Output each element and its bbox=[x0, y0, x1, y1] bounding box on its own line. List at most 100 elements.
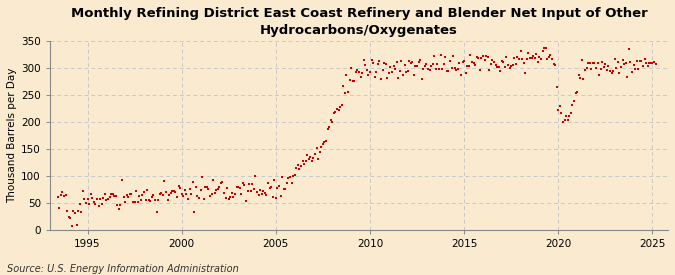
Point bbox=[63, 214, 74, 219]
Point bbox=[385, 65, 396, 69]
Point bbox=[136, 198, 146, 202]
Point bbox=[93, 204, 104, 208]
Point bbox=[446, 66, 457, 70]
Point bbox=[352, 68, 363, 73]
Point bbox=[187, 179, 198, 184]
Point bbox=[624, 47, 634, 52]
Point bbox=[271, 196, 281, 200]
Point bbox=[431, 67, 441, 71]
Point bbox=[106, 191, 117, 196]
Point bbox=[440, 55, 451, 60]
Point bbox=[223, 197, 234, 201]
Point bbox=[357, 70, 368, 75]
Point bbox=[547, 57, 558, 61]
Point bbox=[408, 72, 419, 77]
Point bbox=[343, 90, 354, 95]
Point bbox=[536, 57, 547, 61]
Point bbox=[617, 58, 628, 62]
Point bbox=[253, 193, 264, 197]
Point bbox=[404, 59, 414, 63]
Point bbox=[80, 201, 91, 205]
Point bbox=[344, 78, 355, 82]
Point bbox=[123, 195, 134, 199]
Point bbox=[562, 118, 573, 122]
Point bbox=[162, 197, 173, 202]
Point bbox=[433, 67, 444, 72]
Point bbox=[616, 65, 626, 70]
Point bbox=[195, 188, 206, 193]
Point bbox=[586, 67, 597, 72]
Point bbox=[556, 111, 567, 115]
Point bbox=[322, 127, 333, 131]
Point bbox=[104, 195, 115, 200]
Point bbox=[145, 198, 156, 203]
Point bbox=[54, 206, 65, 211]
Point bbox=[479, 58, 490, 63]
Point bbox=[137, 192, 148, 197]
Point bbox=[380, 62, 391, 66]
Point bbox=[186, 192, 196, 197]
Point bbox=[327, 120, 338, 124]
Point bbox=[392, 60, 402, 65]
Point bbox=[508, 63, 518, 67]
Point bbox=[598, 65, 609, 69]
Point bbox=[641, 60, 651, 65]
Point bbox=[396, 59, 407, 63]
Point bbox=[363, 72, 374, 77]
Point bbox=[57, 190, 68, 194]
Point bbox=[379, 61, 389, 65]
Point bbox=[416, 77, 427, 81]
Point bbox=[171, 195, 182, 200]
Point bbox=[178, 194, 189, 199]
Point bbox=[59, 193, 70, 198]
Point bbox=[600, 62, 611, 66]
Point bbox=[200, 185, 211, 189]
Point bbox=[568, 99, 579, 103]
Point bbox=[393, 76, 404, 80]
Point bbox=[79, 197, 90, 201]
Point bbox=[315, 150, 325, 155]
Point bbox=[423, 67, 433, 72]
Point bbox=[401, 70, 412, 74]
Point bbox=[308, 156, 319, 160]
Point bbox=[636, 59, 647, 64]
Point bbox=[192, 194, 202, 199]
Point bbox=[606, 71, 617, 75]
Point bbox=[203, 187, 214, 192]
Point bbox=[254, 188, 265, 192]
Point bbox=[523, 51, 534, 56]
Point bbox=[124, 192, 135, 196]
Point bbox=[524, 56, 535, 60]
Point bbox=[383, 71, 394, 76]
Point bbox=[427, 62, 438, 66]
Point bbox=[561, 114, 572, 119]
Point bbox=[285, 175, 296, 179]
Point bbox=[175, 186, 186, 190]
Point bbox=[387, 70, 398, 75]
Point bbox=[515, 49, 526, 54]
Point bbox=[503, 63, 514, 67]
Point bbox=[426, 64, 437, 68]
Point bbox=[302, 152, 313, 157]
Point bbox=[184, 186, 195, 191]
Point bbox=[528, 54, 539, 58]
Point bbox=[485, 62, 496, 67]
Point bbox=[570, 91, 581, 95]
Point bbox=[217, 180, 228, 185]
Point bbox=[159, 178, 170, 183]
Point bbox=[338, 84, 349, 88]
Point bbox=[99, 192, 110, 196]
Point bbox=[424, 67, 435, 72]
Point bbox=[230, 192, 240, 196]
Point bbox=[540, 46, 551, 50]
Point bbox=[437, 67, 448, 72]
Y-axis label: Thousand Barrels per Day: Thousand Barrels per Day bbox=[7, 68, 17, 203]
Point bbox=[576, 58, 587, 62]
Point bbox=[649, 60, 659, 65]
Point bbox=[526, 56, 537, 60]
Point bbox=[614, 70, 625, 75]
Point bbox=[196, 175, 207, 180]
Point bbox=[252, 190, 263, 194]
Point bbox=[88, 200, 99, 205]
Point bbox=[514, 57, 524, 62]
